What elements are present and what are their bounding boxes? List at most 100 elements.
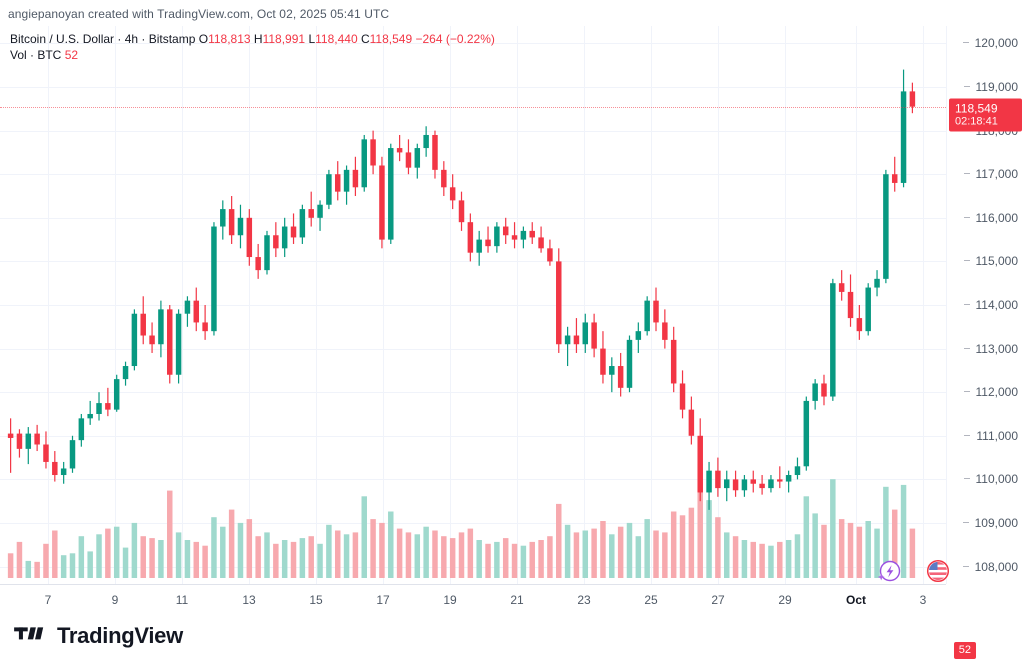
candle-body <box>184 300 191 314</box>
chart-canvas[interactable] <box>0 26 946 584</box>
volume-bar <box>175 532 182 578</box>
candle-body <box>113 379 120 410</box>
price-axis-label: 109,000 <box>962 517 1018 529</box>
candle-body <box>670 339 677 384</box>
volume-bar <box>785 540 792 578</box>
volume-bar <box>706 500 712 578</box>
time-axis-label: 23 <box>577 593 591 607</box>
price-axis-label: 108,000 <box>962 561 1018 573</box>
candle-body <box>281 226 288 249</box>
volume-bar <box>379 522 385 578</box>
candle-body <box>60 468 67 476</box>
volume-bar <box>432 530 438 578</box>
volume-bar <box>105 528 111 578</box>
volume-bar <box>7 553 14 578</box>
legend-volume-label[interactable]: Vol · BTC <box>10 48 62 62</box>
gridline-vertical <box>718 26 719 584</box>
us-flag-icon[interactable] <box>926 559 950 583</box>
chart-legend[interactable]: Bitcoin / U.S. Dollar · 4h · Bitstamp O1… <box>10 31 495 63</box>
legend-volume-row: Vol · BTC 52 <box>10 47 495 63</box>
volume-bar <box>16 541 23 578</box>
volume-bar <box>670 511 677 578</box>
volume-value-badge[interactable]: 52 <box>953 642 976 659</box>
time-axis-label: 11 <box>175 593 189 607</box>
volume-bar <box>697 464 703 578</box>
last-price-badge[interactable]: 118,549 02:18:41 <box>949 98 1022 132</box>
volume-bar <box>856 526 863 578</box>
candle-body <box>856 318 863 332</box>
ai-sparkle-icon[interactable] <box>875 559 901 585</box>
candle-wick <box>10 418 12 473</box>
candle-body <box>785 475 792 482</box>
volume-bar <box>414 534 421 578</box>
volume-bar <box>308 536 314 578</box>
candle-wick <box>107 387 109 417</box>
price-axis[interactable]: 120,000119,000118,000117,000116,000115,0… <box>946 26 1024 584</box>
price-tick-dash <box>963 391 970 393</box>
volume-bar <box>794 534 801 578</box>
volume-bar <box>502 538 509 578</box>
volume-bar <box>688 507 695 578</box>
volume-bar <box>211 517 217 578</box>
time-axis-label: 21 <box>510 593 524 607</box>
candle-body <box>874 278 880 288</box>
volume-bar <box>167 490 173 578</box>
time-axis-label: 13 <box>242 593 256 607</box>
candle-body <box>220 209 226 227</box>
candle-body <box>449 187 456 201</box>
volume-bar <box>96 534 102 578</box>
volume-bar <box>547 536 553 578</box>
volume-bar <box>60 555 67 578</box>
volume-bar <box>449 538 456 578</box>
price-axis-label: 112,000 <box>963 386 1018 398</box>
candle-body <box>299 209 306 238</box>
price-axis-label: 110,000 <box>963 473 1018 485</box>
candlestick-plot <box>7 69 916 578</box>
candle-body <box>25 433 32 449</box>
candle-body <box>16 433 23 449</box>
gridline-horizontal <box>0 174 946 176</box>
gridline-horizontal <box>0 479 946 481</box>
legend-symbol[interactable]: Bitcoin / U.S. Dollar · 4h · Bitstamp <box>10 32 196 46</box>
volume-bar <box>847 522 854 578</box>
candle-body <box>96 403 102 414</box>
candle-body <box>909 91 916 107</box>
candle-body <box>343 169 350 192</box>
gridline-vertical <box>450 26 451 584</box>
tradingview-footer-logo[interactable]: TradingView <box>14 624 183 648</box>
candle-body <box>706 470 712 493</box>
candle-body <box>87 413 93 419</box>
legend-change-value: −264 (−0.22%) <box>415 32 495 46</box>
candle-body <box>175 313 182 375</box>
legend-low-key: L <box>308 32 316 46</box>
time-axis-label: 17 <box>376 593 390 607</box>
candle-body <box>679 383 686 410</box>
gridline-vertical <box>48 26 49 584</box>
time-axis[interactable]: 7 9 11 13 15 17 19 21 23 25 27 29 Oct 3 <box>0 584 946 614</box>
price-tick-dash <box>962 565 969 567</box>
time-axis-label: 9 <box>111 593 119 607</box>
gridline-vertical <box>249 26 250 584</box>
volume-bar <box>281 540 288 578</box>
candle-wick <box>89 400 91 425</box>
candle-body <box>538 237 544 249</box>
gridline-horizontal <box>0 348 946 350</box>
candle-body <box>697 435 703 493</box>
volume-bar <box>679 515 686 578</box>
price-axis-label: 120,000 <box>962 37 1018 49</box>
gridline-horizontal <box>0 522 946 524</box>
time-axis-label: 19 <box>443 593 457 607</box>
bar-countdown: 02:18:41 <box>955 115 998 128</box>
volume-bar <box>582 530 589 578</box>
candle-body <box>803 400 810 467</box>
price-tick-dash <box>963 347 970 349</box>
time-axis-label: 7 <box>44 593 52 607</box>
candle-body <box>653 300 659 323</box>
volume-bar <box>78 536 85 578</box>
volume-bar <box>724 532 730 578</box>
candle-body <box>326 174 332 205</box>
volume-bar <box>838 519 845 578</box>
volume-bar <box>476 540 482 578</box>
candle-body <box>352 169 359 188</box>
candle-body <box>317 204 323 218</box>
